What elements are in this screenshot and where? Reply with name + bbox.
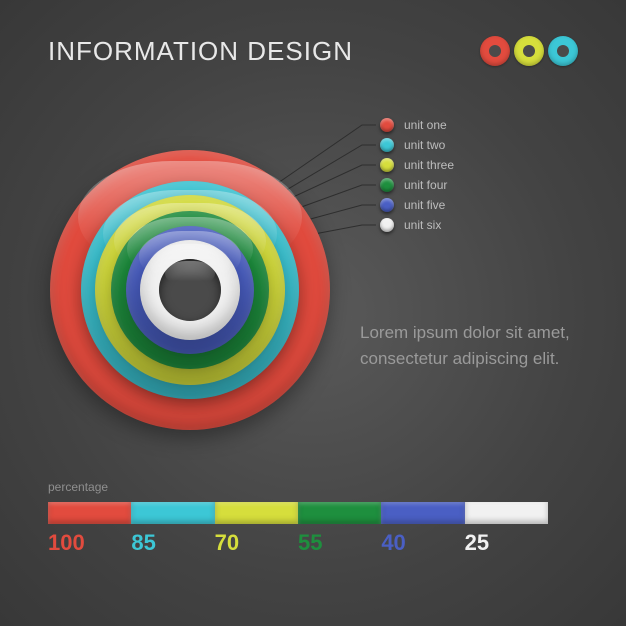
legend-dot-icon [380,138,394,152]
ring-hole [159,259,221,321]
legend-dot-icon [380,178,394,192]
swatch-value: 100 [48,530,131,556]
legend-label: unit three [404,158,454,172]
legend-dot-icon [380,158,394,172]
swatch: 40 [381,502,464,556]
legend-label: unit six [404,218,441,232]
swatch-bar [131,502,214,524]
swatch-bar [215,502,298,524]
swatch-bar [465,502,548,524]
swatch: 70 [215,502,298,556]
legend-dot-icon [380,118,394,132]
header-dot-3 [548,36,578,66]
swatch-bar [48,502,131,524]
legend-dot-icon [380,198,394,212]
swatch-value: 25 [465,530,548,556]
legend-item: unit one [380,118,454,132]
swatch: 25 [465,502,548,556]
legend-item: unit five [380,198,454,212]
header-dot-1 [480,36,510,66]
body-text: Lorem ipsum dolor sit amet, consectetur … [360,320,590,371]
header-dot-group [480,36,578,66]
swatch-bar [298,502,381,524]
swatch-value: 85 [131,530,214,556]
percentage-swatches: 1008570554025 [48,502,548,556]
header-dot-2 [514,36,544,66]
swatch: 55 [298,502,381,556]
legend: unit one unit two unit three unit four unit … [380,118,454,232]
swatch-value: 55 [298,530,381,556]
legend-label: unit four [404,178,447,192]
legend-label: unit one [404,118,447,132]
leader-line [279,125,376,182]
swatch-value: 40 [381,530,464,556]
swatch: 85 [131,502,214,556]
swatch-bar [381,502,464,524]
swatch: 100 [48,502,131,556]
page-title: INFORMATION DESIGN [48,36,353,67]
legend-item: unit two [380,138,454,152]
swatch-value: 70 [215,530,298,556]
legend-label: unit five [404,198,445,212]
legend-item: unit three [380,158,454,172]
legend-label: unit two [404,138,445,152]
percentage-label: percentage [48,480,108,494]
legend-dot-icon [380,218,394,232]
legend-item: unit six [380,218,454,232]
legend-item: unit four [380,178,454,192]
